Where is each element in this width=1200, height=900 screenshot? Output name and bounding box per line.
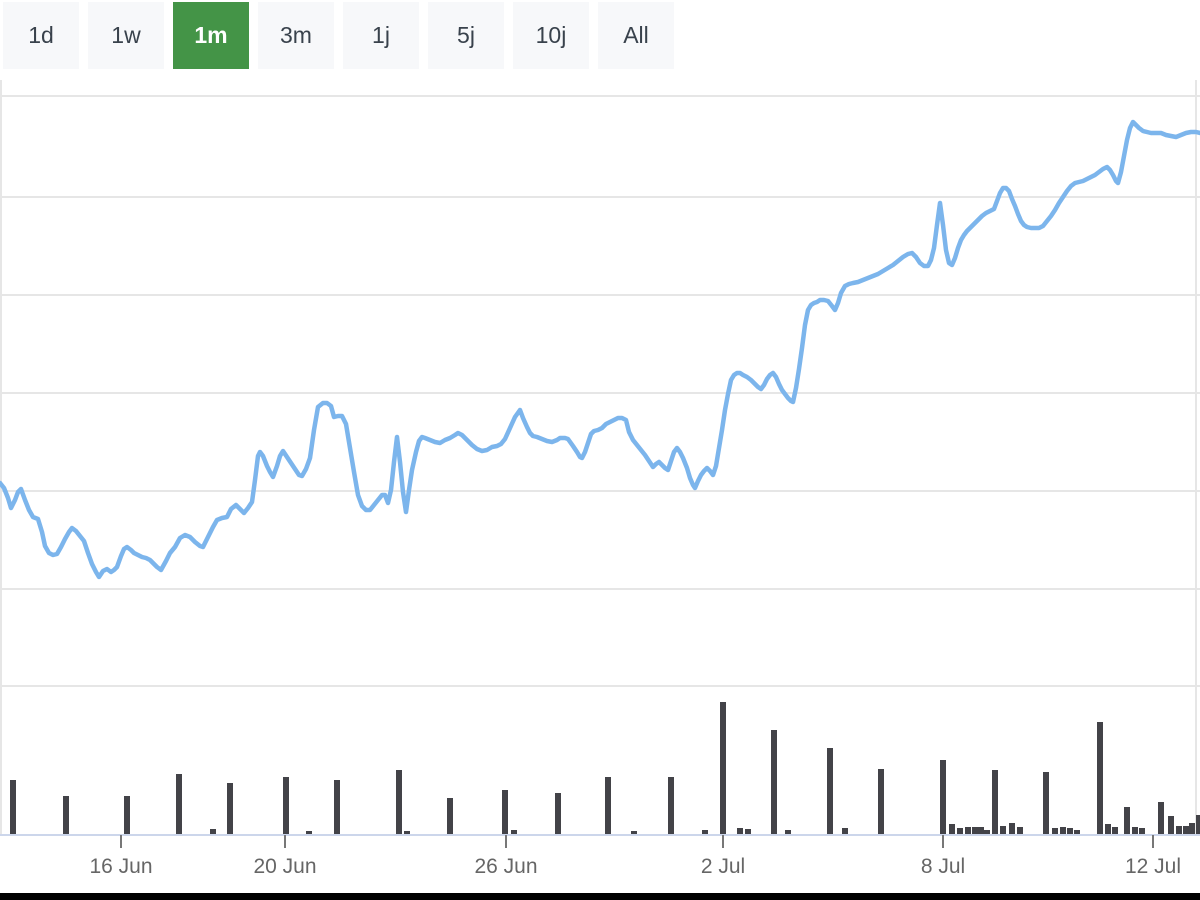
volume-bar [396, 770, 402, 835]
volume-bar [1176, 826, 1182, 835]
volume-bar [1097, 722, 1103, 835]
volume-bar [227, 783, 233, 835]
volume-bar [737, 828, 743, 835]
volume-bar [63, 796, 69, 835]
volume-bar [1189, 823, 1195, 835]
stock-chart[interactable]: 16 Jun 20 Jun 26 Jun 2 Jul 8 Jul 12 Jul [0, 72, 1200, 893]
volume-bar [720, 702, 726, 835]
chart-canvas[interactable]: 16 Jun 20 Jun 26 Jun 2 Jul 8 Jul 12 Jul [0, 72, 1200, 893]
range-button-1w[interactable]: 1w [88, 2, 164, 69]
volume-bar [124, 796, 130, 835]
volume-bar [992, 770, 998, 835]
volume-bar [502, 790, 508, 835]
volume-bar [1132, 827, 1138, 835]
volume-bar [283, 777, 289, 835]
volume-bar [984, 830, 990, 835]
volume-bar [1074, 830, 1080, 835]
volume-bar [940, 760, 946, 835]
volume-bar [878, 769, 884, 835]
volume-bar [1183, 826, 1189, 835]
volume-bar [702, 830, 708, 835]
range-button-1m[interactable]: 1m [173, 2, 249, 69]
volume-bar [605, 777, 611, 835]
volume-bar [555, 793, 561, 835]
range-button-3m[interactable]: 3m [258, 2, 334, 69]
volume-bar [10, 780, 16, 835]
price-line [0, 119, 1200, 580]
volume-bar [511, 830, 517, 835]
x-axis-label: 20 Jun [253, 855, 316, 878]
volume-bar [827, 748, 833, 835]
volume-bar [957, 828, 963, 835]
x-axis-label: 8 Jul [921, 855, 965, 878]
volume-bar [745, 829, 751, 835]
volume-bar [176, 774, 182, 835]
x-axis-label: 12 Jul [1125, 855, 1181, 878]
volume-bar [785, 830, 791, 835]
volume-bar [949, 824, 955, 835]
range-button-all[interactable]: All [598, 2, 674, 69]
range-button-10j[interactable]: 10j [513, 2, 589, 69]
volume-bar [1009, 823, 1015, 835]
bottom-edge [0, 893, 1200, 900]
volume-bar [631, 831, 637, 835]
volume-bar [842, 828, 848, 835]
volume-bar [306, 831, 312, 835]
volume-bar [1124, 807, 1130, 835]
volume-bar [334, 780, 340, 835]
volume-bar [447, 798, 453, 835]
volume-bar [1017, 827, 1023, 835]
range-button-5j[interactable]: 5j [428, 2, 504, 69]
x-axis-label: 16 Jun [89, 855, 152, 878]
volume-bar [1158, 802, 1164, 835]
volume-bar [1112, 827, 1118, 835]
volume-bar [1000, 826, 1006, 835]
volume-bar [668, 777, 674, 835]
volume-bar [771, 730, 777, 835]
volume-bar [1139, 828, 1145, 835]
volume-bar [1052, 828, 1058, 835]
x-axis-label: 2 Jul [701, 855, 745, 878]
volume-bar [1043, 772, 1049, 835]
range-selector: 1d 1w 1m 3m 1j 5j 10j All [0, 0, 1200, 72]
volume-bar [1067, 828, 1073, 835]
volume-bar [1196, 815, 1200, 835]
volume-bar [210, 829, 216, 835]
volume-bar [972, 827, 978, 835]
volume-bar [404, 831, 410, 835]
range-button-1j[interactable]: 1j [343, 2, 419, 69]
range-button-1d[interactable]: 1d [3, 2, 79, 69]
volume-bar [965, 827, 971, 835]
volume-bar [1105, 824, 1111, 835]
volume-bar [978, 827, 984, 835]
x-axis-label: 26 Jun [474, 855, 537, 878]
volume-bar [1060, 827, 1066, 835]
volume-bar [1168, 816, 1174, 835]
